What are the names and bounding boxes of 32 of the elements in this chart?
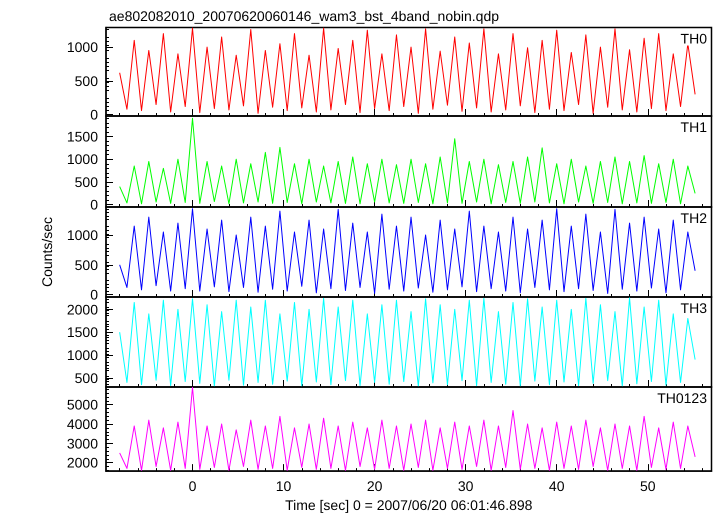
x-axis-title: Time [sec] 0 = 2007/06/20 06:01:46.898 [285,496,533,512]
x-tick-label: 40 [548,478,565,494]
y-axis-title: Counts/sec [39,216,55,288]
y-tick-label: 1000 [66,39,98,56]
y-tick-label: 5000 [66,396,98,412]
annotation: TH0 [680,30,708,46]
y-tick-label: 1500 [66,324,98,340]
x-tick-label: 30 [458,478,474,494]
x-tick-label: 10 [276,478,292,494]
chart-title: ae802082010_20070620060146_wam3_bst_4band_nobin.qdp [109,8,500,24]
annotation: TH1 [680,119,708,135]
x-tick-label: 20 [366,478,383,494]
x-tick-label: 50 [640,478,656,494]
annotation: TH0123 [657,390,708,406]
y-tick-label: 1000 [66,347,98,364]
y-tick-label: 500 [74,256,98,273]
x-tick-label: 0 [188,478,197,494]
y-tick-label: 0 [90,286,98,303]
y-tick-label: 500 [74,174,98,190]
y-tick-label: 2000 [66,301,98,318]
y-tick-label: 500 [74,370,98,386]
annotation: TH2 [680,210,708,226]
y-tick-label: 3000 [66,434,98,451]
y-tick-label: 4000 [66,416,98,432]
y-tick-label: 2000 [66,454,98,470]
y-tick-label: 1000 [66,151,98,168]
y-tick-label: 1000 [66,227,98,244]
y-tick-label: 1500 [66,128,98,144]
y-tick-label: 0 [90,106,98,123]
y-tick-label: 500 [74,72,98,89]
annotation: TH3 [680,300,708,316]
y-tick-label: 0 [90,196,98,213]
